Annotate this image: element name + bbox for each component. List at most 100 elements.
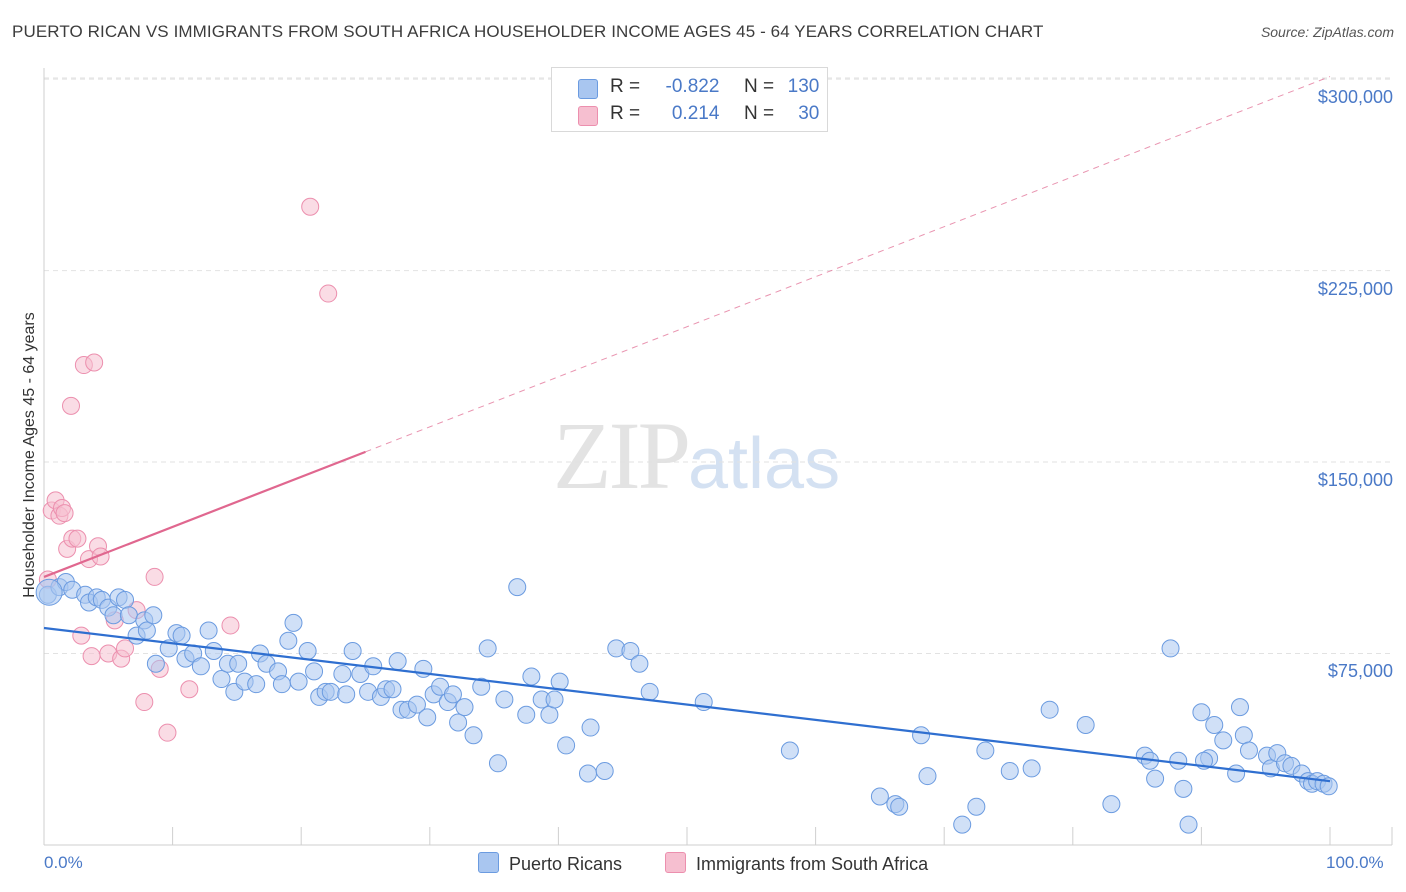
data-point-puerto-ricans (305, 662, 324, 681)
data-point-puerto-ricans (517, 705, 536, 724)
x-tick-label-start: 0.0% (44, 853, 83, 872)
data-point-puerto-ricans (455, 698, 474, 717)
data-point-puerto-ricans (333, 664, 352, 683)
data-point-puerto-ricans (284, 613, 303, 632)
data-point-puerto-ricans (1022, 759, 1041, 778)
data-point-puerto-ricans (191, 657, 210, 676)
y-tick-label: $300,000 (1317, 87, 1393, 107)
data-point-puerto-ricans (522, 667, 541, 686)
data-point-puerto-ricans (1234, 726, 1253, 745)
data-point-puerto-ricans (289, 672, 308, 691)
data-point-puerto-ricans (890, 797, 909, 816)
data-point-south-africa (72, 626, 91, 645)
bottom-legend-puerto-ricans: Puerto Ricans (478, 852, 622, 875)
data-point-puerto-ricans-cluster (35, 578, 63, 606)
data-point-puerto-ricans (104, 606, 123, 625)
data-point-puerto-ricans (144, 606, 163, 625)
data-point-puerto-ricans (581, 718, 600, 737)
data-point-puerto-ricans (1205, 716, 1224, 735)
data-point-puerto-ricans (337, 685, 356, 704)
legend-swatch-blue (578, 79, 598, 99)
data-point-puerto-ricans (870, 787, 889, 806)
data-point-puerto-ricans (976, 741, 995, 760)
y-axis-label: Householder Income Ages 45 - 64 years (21, 312, 38, 598)
data-point-puerto-ricans (472, 677, 491, 696)
data-point-puerto-ricans (443, 685, 462, 704)
trendline-puerto-ricans (43, 626, 1331, 783)
legend-r-value: 0.214 (671, 103, 720, 124)
data-point-puerto-ricans (116, 590, 135, 609)
data-point-puerto-ricans (388, 652, 407, 671)
data-point-south-africa (135, 693, 154, 712)
data-point-puerto-ricans (550, 672, 569, 691)
data-point-puerto-ricans (1214, 731, 1233, 750)
legend-r-label: R = (610, 103, 641, 124)
data-point-puerto-ricans (967, 797, 986, 816)
x-tick-label-end: 100.0% (1326, 853, 1384, 872)
data-point-puerto-ricans (1319, 777, 1338, 796)
data-point-puerto-ricans (1169, 751, 1188, 770)
data-point-puerto-ricans (172, 626, 191, 645)
source-label: Source: ZipAtlas.com (1260, 24, 1394, 40)
data-point-south-africa (221, 616, 240, 635)
data-point-south-africa (145, 567, 164, 586)
data-point-puerto-ricans (229, 654, 248, 673)
data-point-puerto-ricans (204, 641, 223, 660)
data-point-south-africa (68, 529, 87, 548)
data-point-puerto-ricans (247, 675, 266, 694)
data-point-puerto-ricans (918, 767, 937, 786)
bottom-legend-swatch-blue (478, 852, 499, 873)
data-point-puerto-ricans (478, 639, 497, 658)
data-point-puerto-ricans (578, 764, 597, 783)
legend-n-value: 30 (798, 103, 820, 124)
data-point-puerto-ricans (1146, 769, 1165, 788)
legend-r-label: R = (610, 76, 641, 97)
data-point-south-africa (85, 353, 104, 372)
data-point-puerto-ricans (1161, 639, 1180, 658)
data-point-puerto-ricans (640, 682, 659, 701)
watermark-zip: ZIP (553, 402, 691, 509)
data-point-puerto-ricans (912, 726, 931, 745)
data-point-puerto-ricans (953, 815, 972, 834)
data-point-puerto-ricans (407, 695, 426, 714)
legend-n-label: N = (743, 76, 775, 97)
data-point-puerto-ricans (595, 761, 614, 780)
y-tick-label: $150,000 (1317, 470, 1393, 490)
data-point-puerto-ricans (1040, 700, 1059, 719)
data-point-puerto-ricans (508, 578, 527, 597)
data-point-puerto-ricans (298, 641, 317, 660)
data-point-south-africa (180, 680, 199, 699)
data-point-puerto-ricans (545, 690, 564, 709)
data-point-puerto-ricans (199, 621, 218, 640)
trendline-south-africa (43, 450, 366, 578)
watermark-atlas: atlas (688, 424, 841, 504)
data-point-puerto-ricans (557, 736, 576, 755)
data-point-south-africa (158, 723, 177, 742)
data-point-puerto-ricans (1239, 741, 1258, 760)
data-point-puerto-ricans (1230, 698, 1249, 717)
data-point-puerto-ricans (488, 754, 507, 773)
watermark: ZIPatlas (553, 400, 840, 511)
data-point-puerto-ricans (279, 631, 298, 650)
legend-n-value: 130 (787, 76, 820, 97)
data-point-puerto-ricans (1102, 795, 1121, 814)
data-point-south-africa (116, 639, 135, 658)
data-point-puerto-ricans (272, 675, 291, 694)
data-point-puerto-ricans (621, 641, 640, 660)
data-point-puerto-ricans (1227, 764, 1246, 783)
bottom-legend-label: Immigrants from South Africa (696, 854, 929, 874)
data-point-puerto-ricans (212, 670, 231, 689)
data-point-puerto-ricans (1000, 761, 1019, 780)
data-point-puerto-ricans (1192, 703, 1211, 722)
data-point-puerto-ricans (146, 654, 165, 673)
legend-n-label: N = (743, 103, 775, 124)
legend-swatch-pink (578, 106, 598, 126)
chart-title: PUERTO RICAN VS IMMIGRANTS FROM SOUTH AF… (12, 22, 1044, 41)
data-point-puerto-ricans (1179, 815, 1198, 834)
data-point-puerto-ricans (321, 682, 340, 701)
data-point-south-africa (55, 504, 74, 523)
data-point-puerto-ricans (137, 621, 156, 640)
data-point-puerto-ricans (383, 680, 402, 699)
data-point-puerto-ricans (449, 713, 468, 732)
data-point-puerto-ricans (1174, 779, 1193, 798)
